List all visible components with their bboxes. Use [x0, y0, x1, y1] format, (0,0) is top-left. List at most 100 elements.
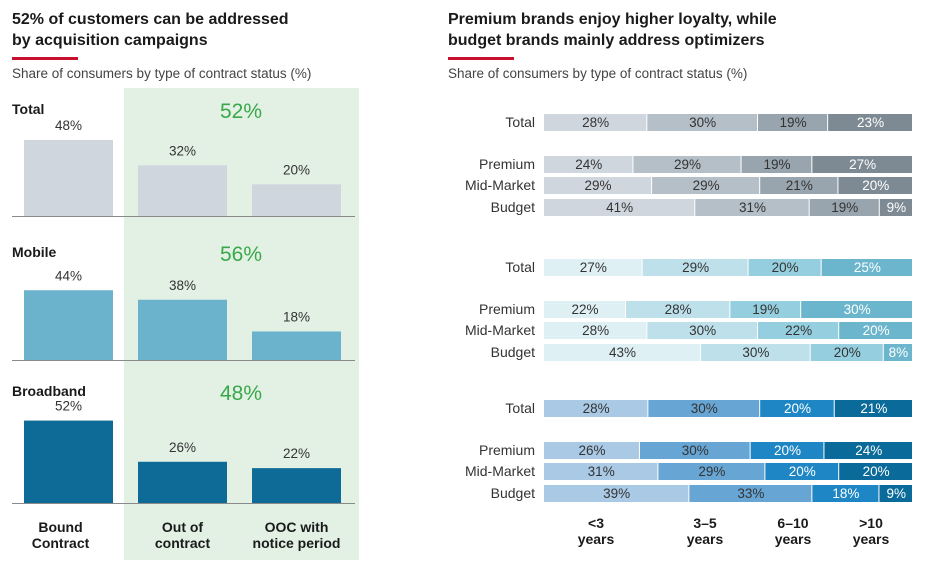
- mobile-bar-label-1: 44%: [55, 268, 82, 283]
- mobile-budget-segment-label-1: 43%: [609, 345, 636, 360]
- broadband-mid-market-segment-label-3: 20%: [789, 464, 816, 479]
- mobile-total-segment-1: [544, 259, 642, 276]
- mobile-premium-segment-4: [801, 301, 912, 318]
- total-premium-segment-label-1: 24%: [575, 157, 602, 172]
- mobile-premium-row-label: Premium: [479, 301, 535, 317]
- tenure-label-1-line-1: <3: [588, 515, 604, 531]
- broadband-group-label: Broadband: [12, 383, 86, 399]
- total-premium-segment-1: [544, 156, 633, 173]
- tenure-label-4-line-1: >10: [859, 515, 883, 531]
- broadband-bar-2: [138, 461, 227, 503]
- total-bar-label-3: 20%: [283, 162, 310, 177]
- total-bar-label-2: 32%: [169, 143, 196, 158]
- mobile-bar-label-2: 38%: [169, 278, 196, 293]
- broadband-premium-segment-label-3: 20%: [774, 443, 801, 458]
- broadband-mid-market-segment-4: [839, 463, 912, 480]
- tenure-label-2-line-2: years: [687, 531, 724, 547]
- total-total-segment-label-1: 28%: [582, 115, 609, 130]
- broadband-budget-row-label: Budget: [491, 485, 535, 501]
- broadband-budget-segment-2: [689, 485, 812, 502]
- mobile-budget-segment-3: [810, 344, 883, 361]
- broadband-total-row-label: Total: [505, 400, 535, 416]
- tenure-label-3-line-2: years: [775, 531, 812, 547]
- total-addressable-share: 52%: [220, 100, 262, 123]
- mobile-group-label: Mobile: [12, 244, 57, 260]
- tenure-label-4-line-2: years: [853, 531, 890, 547]
- total-bar-1: [24, 139, 113, 216]
- total-mid-market-segment-label-4: 20%: [862, 178, 889, 193]
- mobile-premium-segment-label-4: 30%: [844, 302, 871, 317]
- category-label-1-line-2: Contract: [32, 535, 90, 551]
- total-total-segment-3: [758, 114, 828, 131]
- category-label-3-line-2: notice period: [253, 535, 341, 551]
- mobile-mid-market-segment-label-2: 30%: [689, 323, 716, 338]
- total-group-label: Total: [12, 101, 44, 117]
- total-total-segment-2: [647, 114, 758, 131]
- total-premium-segment-label-2: 29%: [674, 157, 701, 172]
- mobile-budget-segment-2: [701, 344, 810, 361]
- total-premium-segment-4: [812, 156, 912, 173]
- mobile-budget-segment-1: [544, 344, 701, 361]
- broadband-premium-segment-2: [639, 442, 750, 459]
- mobile-budget-row-label: Budget: [491, 344, 535, 360]
- broadband-mid-market-segment-3: [765, 463, 839, 480]
- total-bar-2: [138, 165, 227, 216]
- mobile-total-segment-label-2: 29%: [682, 260, 709, 275]
- total-budget-segment-label-3: 19%: [831, 200, 858, 215]
- broadband-premium-segment-3: [750, 442, 824, 459]
- broadband-addressable-share: 48%: [220, 382, 262, 405]
- category-label-3-line-1: OOC with: [265, 519, 329, 535]
- mobile-mid-market-segment-3: [758, 322, 839, 339]
- mobile-addressable-share: 56%: [220, 243, 262, 266]
- mobile-total-segment-label-4: 25%: [854, 260, 881, 275]
- mobile-budget-segment-label-3: 20%: [834, 345, 861, 360]
- broadband-total-segment-label-4: 21%: [860, 401, 887, 416]
- broadband-premium-segment-4: [824, 442, 912, 459]
- broadband-budget-segment-1: [544, 485, 689, 502]
- broadband-budget-segment-label-3: 18%: [832, 486, 859, 501]
- right-accent-rule: [448, 57, 514, 60]
- broadband-mid-market-row-label: Mid-Market: [465, 463, 535, 479]
- left-accent-rule: [12, 57, 78, 60]
- category-label-1-line-1: Bound: [38, 519, 82, 535]
- mobile-bar-2: [138, 299, 227, 360]
- total-premium-segment-2: [633, 156, 741, 173]
- left-title-line2: by acquisition campaigns: [12, 32, 208, 49]
- broadband-total-segment-label-1: 28%: [583, 401, 610, 416]
- total-budget-segment-1: [544, 199, 695, 216]
- total-total-segment-label-3: 19%: [780, 115, 807, 130]
- total-premium-segment-label-3: 19%: [763, 157, 790, 172]
- mobile-total-segment-label-3: 20%: [772, 260, 799, 275]
- mobile-budget-segment-label-4: 8%: [889, 345, 909, 360]
- broadband-budget-segment-label-1: 39%: [603, 486, 630, 501]
- total-budget-segment-label-1: 41%: [606, 200, 633, 215]
- total-budget-segment-4: [879, 199, 912, 216]
- total-mid-market-segment-1: [544, 177, 652, 194]
- total-bar-3: [252, 184, 341, 216]
- broadband-bar-label-1: 52%: [55, 399, 82, 414]
- total-premium-segment-3: [741, 156, 812, 173]
- broadband-total-segment-label-3: 20%: [784, 401, 811, 416]
- total-budget-segment-label-4: 9%: [887, 200, 907, 215]
- broadband-bar-1: [24, 420, 113, 503]
- total-premium-row-label: Premium: [479, 156, 535, 172]
- broadband-budget-segment-4: [879, 485, 912, 502]
- total-budget-segment-3: [809, 199, 879, 216]
- mobile-premium-segment-2: [626, 301, 730, 318]
- total-total-segment-label-2: 30%: [689, 115, 716, 130]
- total-mid-market-row-label: Mid-Market: [465, 177, 535, 193]
- total-budget-segment-2: [695, 199, 809, 216]
- broadband-bar-3: [252, 468, 341, 503]
- total-mid-market-segment-label-2: 29%: [693, 178, 720, 193]
- mobile-mid-market-segment-2: [647, 322, 758, 339]
- broadband-premium-segment-label-4: 24%: [855, 443, 882, 458]
- broadband-budget-segment-label-4: 9%: [886, 486, 906, 501]
- mobile-total-segment-2: [642, 259, 748, 276]
- broadband-premium-row-label: Premium: [479, 442, 535, 458]
- tenure-label-1-line-2: years: [578, 531, 615, 547]
- mobile-premium-segment-3: [730, 301, 801, 318]
- broadband-premium-segment-label-2: 30%: [682, 443, 709, 458]
- tenure-label-3-line-1: 6–10: [777, 515, 808, 531]
- mobile-mid-market-segment-1: [544, 322, 647, 339]
